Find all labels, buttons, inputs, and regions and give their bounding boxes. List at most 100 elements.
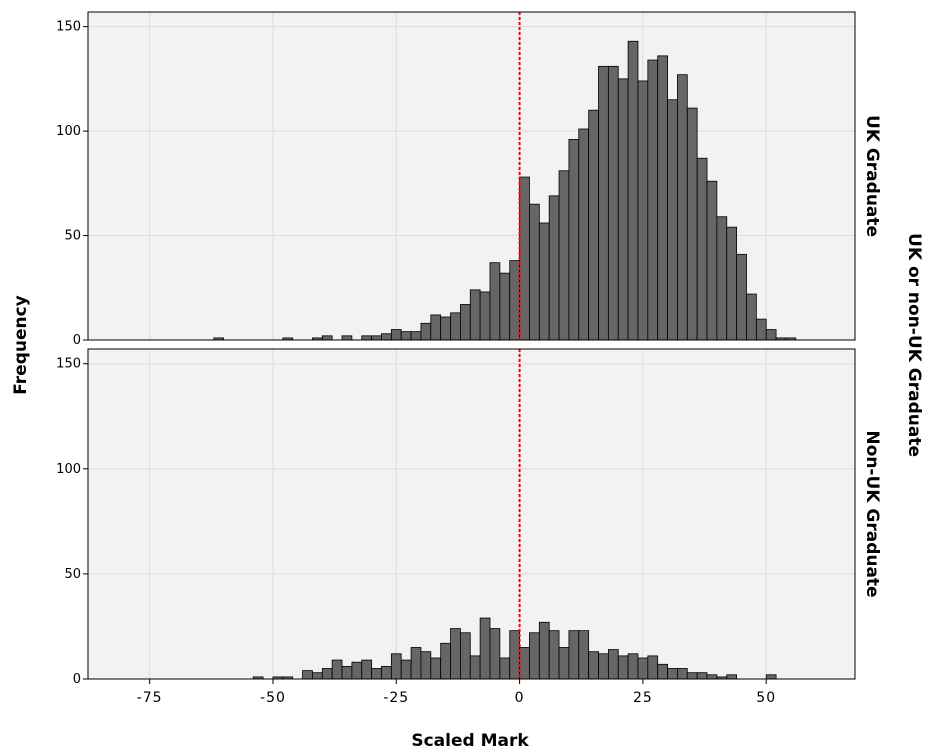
histogram-bar xyxy=(686,107,698,341)
histogram-bar xyxy=(351,661,363,680)
histogram-bar xyxy=(598,653,609,680)
histogram-bar xyxy=(578,630,590,680)
histogram-bar xyxy=(746,293,757,341)
histogram-bar xyxy=(755,318,767,341)
histogram-bar xyxy=(390,329,402,341)
histogram-bar xyxy=(538,621,550,680)
histogram-bar xyxy=(578,128,590,341)
histogram-bar xyxy=(617,78,629,341)
histogram-bar xyxy=(469,655,481,680)
histogram-bar xyxy=(371,335,382,341)
histogram-bar xyxy=(667,668,678,680)
histogram-bar xyxy=(479,291,491,341)
x-tick-label: 50 xyxy=(756,690,776,706)
panel-border xyxy=(87,11,856,341)
histogram-bar xyxy=(588,109,599,341)
histogram-bar xyxy=(667,99,678,341)
histogram-bar xyxy=(469,289,481,341)
histogram-bar xyxy=(657,55,668,341)
histogram-bar xyxy=(647,655,659,680)
histogram-bar xyxy=(677,74,688,341)
x-tick-label: -50 xyxy=(260,690,286,706)
histogram-bar xyxy=(519,647,530,680)
x-tick-label: 0 xyxy=(515,690,525,706)
histogram-bar xyxy=(637,80,649,341)
histogram-bar xyxy=(607,65,619,341)
histogram-bar xyxy=(450,312,461,341)
histogram-bar xyxy=(321,668,333,680)
histogram-bar xyxy=(558,647,570,680)
histogram-bar xyxy=(558,170,570,341)
x-tick-label: 25 xyxy=(633,690,653,706)
histogram-bar xyxy=(627,40,639,341)
histogram-bar xyxy=(647,59,659,341)
histogram-bar xyxy=(400,659,412,680)
histogram-bar xyxy=(509,630,520,680)
histogram-bar xyxy=(529,203,540,341)
panel-background xyxy=(88,349,855,679)
histogram-bar xyxy=(400,331,412,341)
histogram-bar xyxy=(726,674,738,680)
histogram-bar xyxy=(371,668,382,680)
histogram-bar xyxy=(312,672,323,680)
histogram-bar xyxy=(489,628,501,680)
histogram-bar xyxy=(706,674,718,680)
y-tick-label: 150 xyxy=(56,357,81,372)
facet-label: UK or non-UK Graduate xyxy=(904,233,924,457)
y-tick-label: 0 xyxy=(73,333,81,348)
histogram-bar xyxy=(381,665,392,680)
histogram-bar xyxy=(381,333,392,341)
histogram-bar xyxy=(499,272,511,341)
histogram-bar xyxy=(706,180,718,341)
histogram-bar xyxy=(479,617,491,680)
histogram-bar xyxy=(410,331,422,341)
histogram-bar xyxy=(765,674,777,680)
x-tick-label: -25 xyxy=(383,690,409,706)
histogram-bar xyxy=(696,157,708,341)
histogram-bar xyxy=(529,632,540,680)
histogram-bar xyxy=(331,659,343,680)
y-tick-label: 50 xyxy=(64,229,81,244)
histogram-bar xyxy=(499,657,511,680)
histogram-bar xyxy=(460,304,471,341)
histogram-bar xyxy=(390,653,402,680)
histogram-bar xyxy=(568,139,580,341)
histogram-bar xyxy=(627,653,639,680)
histogram-bar xyxy=(568,630,580,680)
panel-border xyxy=(87,348,856,680)
histogram-bar xyxy=(440,316,451,341)
histogram-bar xyxy=(548,195,560,341)
panel-label: Non-UK Graduate xyxy=(862,430,882,597)
histogram-bar xyxy=(440,642,451,680)
histogram-bar xyxy=(509,260,520,341)
histogram-bar xyxy=(460,632,471,680)
histogram-bar xyxy=(617,655,629,680)
y-tick-label: 150 xyxy=(56,20,81,35)
histogram-bar xyxy=(430,657,442,680)
histogram-bar xyxy=(538,222,550,341)
histogram-bar xyxy=(361,335,373,341)
histogram-bar xyxy=(736,253,747,341)
histogram-bar xyxy=(548,630,560,680)
histogram-bar xyxy=(321,335,333,341)
histogram-bar xyxy=(341,335,353,341)
y-tick-label: 50 xyxy=(64,567,81,582)
y-tick-label: 100 xyxy=(56,462,81,477)
histogram-bar xyxy=(696,672,708,680)
histogram-bar xyxy=(430,314,442,341)
histogram-bar xyxy=(341,665,353,680)
histogram-bar xyxy=(726,226,738,341)
histogram-bar xyxy=(677,668,688,680)
histogram-bar xyxy=(519,176,530,341)
histogram-bar xyxy=(598,65,609,341)
histogram-bar xyxy=(420,651,432,680)
histogram-bar xyxy=(410,647,422,680)
histogram-bar xyxy=(588,651,599,680)
histogram-bar xyxy=(637,657,649,680)
histogram-bar xyxy=(450,628,461,680)
histogram-bar xyxy=(657,663,668,680)
y-tick-label: 100 xyxy=(56,124,81,139)
panel-label: UK Graduate xyxy=(862,115,882,237)
histogram-bar xyxy=(361,659,373,680)
